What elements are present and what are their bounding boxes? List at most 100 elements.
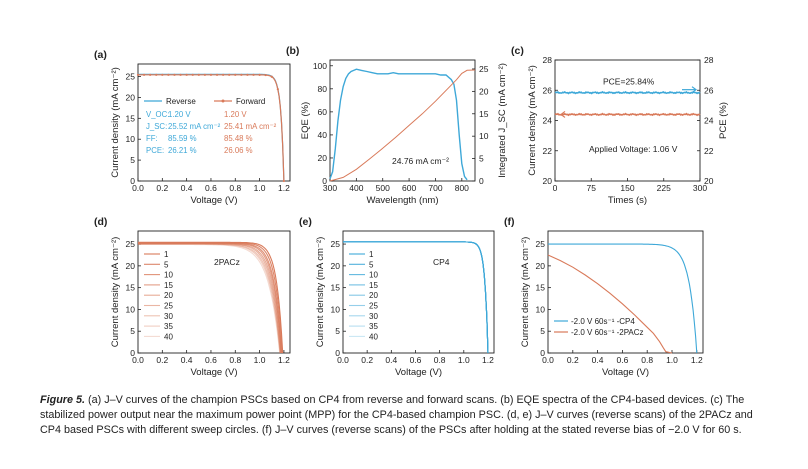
panel-a-xtick-label: 1.2 xyxy=(278,183,290,193)
panel-c-ytick-right-label: 28 xyxy=(704,55,714,65)
panel-d-xtick-label: 0.8 xyxy=(229,355,241,365)
panel-a-forward-marker xyxy=(155,73,158,76)
panel-d-ytick-label: 15 xyxy=(126,283,136,293)
panel-d-xtick-label: 0.0 xyxy=(132,355,144,365)
panel-f-series-2pacz xyxy=(547,254,673,354)
panel-c-label: (c) xyxy=(511,45,524,57)
panel-b-ytick-right-label: 15 xyxy=(479,109,489,119)
panel-a-forward-marker xyxy=(240,73,243,76)
panel-e-xtick-label: 1.2 xyxy=(482,355,494,365)
panel-a-forward-marker xyxy=(173,73,176,76)
panel-c-xtick-label: 300 xyxy=(693,183,707,193)
panel-a-xtick-label: 0.6 xyxy=(205,183,217,193)
panel-e-ytick-label: 20 xyxy=(331,261,341,271)
panel-b-ytick-right-label: 5 xyxy=(479,154,484,164)
panel-a-legend-forward-marker xyxy=(221,99,225,103)
panel-c-ylabel-right: PCE (%) xyxy=(718,102,729,139)
panel-f-axes-frame xyxy=(547,230,704,354)
panel-a-forward-marker xyxy=(276,88,279,91)
panel-a-forward-marker xyxy=(282,179,286,183)
panel-e-legend-item: 1 xyxy=(369,250,374,259)
panel-e-axes-frame xyxy=(342,230,495,354)
panel-c-ytick-right-label: 22 xyxy=(704,146,714,156)
panel-a-param-forward: 85.48 % xyxy=(224,134,253,143)
panel-e-xtick-label: 0.8 xyxy=(434,355,446,365)
panel-f-xtick-label: 0.6 xyxy=(616,355,628,365)
panel-a-forward-marker xyxy=(185,73,188,76)
panel-c-series-current xyxy=(554,112,701,117)
panel-e-ytick-label: 5 xyxy=(335,326,340,336)
panel-d-legend-item: 20 xyxy=(164,291,173,300)
panel-a-param-reverse: 85.59 % xyxy=(168,134,197,143)
panel-a-param-forward: 25.41 mA cm⁻² xyxy=(224,122,277,131)
panel-c-series-pce xyxy=(554,90,701,95)
panel-f-ylabel: Current density (mA cm⁻²) xyxy=(520,237,531,348)
panel-f-ytick-label: 25 xyxy=(536,239,546,249)
panel-d-ylabel: Current density (mA cm⁻²) xyxy=(110,237,121,348)
panel-c-xtick-label: 75 xyxy=(587,183,597,193)
panel-c-ytick-label: 22 xyxy=(543,146,553,156)
panel-d-legend-item: 5 xyxy=(164,260,169,269)
panel-b-xtick-label: 500 xyxy=(376,183,390,193)
panel-b-ytick-label: 20 xyxy=(318,153,328,163)
panel-b-xtick-label: 300 xyxy=(323,183,337,193)
panel-a-param-name: PCE: xyxy=(146,146,164,155)
panel-f-ytick-label: 0 xyxy=(540,348,545,358)
panel-a-forward-marker xyxy=(167,73,170,76)
panel-f-xtick-label: 0.0 xyxy=(542,355,554,365)
panel-a-param-reverse: 1.20 V xyxy=(168,110,191,119)
panel-b-xtick-label: 400 xyxy=(349,183,363,193)
panel-b-ytick-right-label: 10 xyxy=(479,131,489,141)
panel-e-xtick-label: 0.6 xyxy=(410,355,422,365)
panel-a-forward-marker xyxy=(161,73,164,76)
panel-e-legend-item: 15 xyxy=(369,281,378,290)
panel-a-forward-marker xyxy=(203,73,206,76)
panel-c-arrow-left-head xyxy=(560,110,566,118)
panel-d-legend-item: 25 xyxy=(164,302,173,311)
panel-d-ytick-label: 25 xyxy=(126,239,136,249)
panel-a-forward-marker xyxy=(246,73,249,76)
panel-f-legend-item: -2.0 V 60s⁻¹ -2PACz xyxy=(571,328,644,337)
panel-b-xlabel: Wavelength (nm) xyxy=(367,195,439,206)
panel-f-ytick-label: 10 xyxy=(536,304,546,314)
panel-a-forward-marker xyxy=(197,73,200,76)
panel-d-label: (d) xyxy=(94,216,107,228)
panel-a-forward-marker xyxy=(215,73,219,76)
panel-c-ytick-right-label: 24 xyxy=(704,116,714,126)
panel-a-forward-marker xyxy=(209,73,213,76)
panel-a-legend-reverse: Reverse xyxy=(166,97,196,106)
panel-c-ytick-label: 20 xyxy=(543,176,553,186)
panel-e-legend-item: 25 xyxy=(369,302,378,311)
panel-b-ytick-right-label: 20 xyxy=(479,86,489,96)
panel-c-ytick-right-label: 26 xyxy=(704,85,714,95)
panel-d-xtick-label: 0.6 xyxy=(205,355,217,365)
panel-f-xtick-label: 1.2 xyxy=(691,355,703,365)
panel-f-xtick-label: 0.4 xyxy=(592,355,604,365)
panel-d-ytick-label: 0 xyxy=(130,348,135,358)
panel-d-ytick-label: 20 xyxy=(126,261,136,271)
panel-a-param-reverse: 25.52 mA cm⁻² xyxy=(168,122,221,131)
panel-a-xlabel: Voltage (V) xyxy=(191,195,238,206)
panel-d-legend-item: 1 xyxy=(164,250,169,259)
panel-f-xtick-label: 0.8 xyxy=(641,355,653,365)
panel-b-ytick-label: 40 xyxy=(318,130,328,140)
panel-d-series-30 xyxy=(138,243,281,354)
panel-a-xtick-label: 0.8 xyxy=(229,183,241,193)
panel-a-param-forward: 1.20 V xyxy=(224,110,247,119)
panel-a-xtick-label: 0.2 xyxy=(156,183,168,193)
panel-a-ytick-label: 0 xyxy=(130,176,135,186)
panel-b-series-integrated xyxy=(329,69,476,182)
panel-b-axes-frame xyxy=(329,59,476,182)
panel-f-ytick-label: 5 xyxy=(540,326,545,336)
panel-d-xtick-label: 0.4 xyxy=(181,355,193,365)
panel-e-ytick-label: 25 xyxy=(331,239,341,249)
panel-e-label: (e) xyxy=(299,216,312,228)
panel-e-series-25 xyxy=(343,241,489,354)
panel-a-forward-marker xyxy=(179,73,182,76)
panel-a-xtick-label: 1.0 xyxy=(254,183,266,193)
panel-a-xtick-label: 0.0 xyxy=(132,183,144,193)
panel-d-legend-item: 10 xyxy=(164,271,173,280)
panel-d-xlabel: Voltage (V) xyxy=(191,367,238,378)
panel-a-legend-forward: Forward xyxy=(236,97,265,106)
